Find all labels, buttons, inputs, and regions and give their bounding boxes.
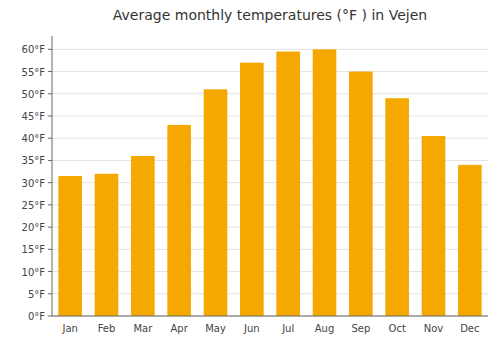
y-tick-label: 35°F: [22, 155, 46, 166]
y-tick: [48, 316, 52, 317]
x-tick-label: Oct: [389, 323, 406, 334]
y-tick: [48, 71, 52, 72]
grid-line: [52, 71, 488, 72]
chart: Average monthly temperatures (°F ) in Ve…: [0, 0, 500, 350]
y-tick-label: 30°F: [22, 178, 46, 189]
y-tick-label: 25°F: [22, 200, 46, 211]
bar: [349, 72, 373, 316]
y-tick: [48, 293, 52, 294]
bar: [167, 125, 191, 316]
y-tick: [48, 160, 52, 161]
y-axis: 0°F 5°F 10°F 15°F 20°F 25°F 30°F 35°F 40°F 45°F 50…: [22, 44, 488, 322]
x-tick-label: Apr: [171, 323, 189, 334]
y-tick-label: 5°F: [28, 289, 45, 300]
y-tick-label: 0°F: [28, 311, 45, 322]
y-axis-line: [52, 36, 53, 316]
bar: [131, 156, 155, 316]
x-tick-label: Jan: [61, 323, 77, 334]
y-tick: [48, 116, 52, 117]
x-tick-label: May: [205, 323, 226, 334]
grid-line: [52, 116, 488, 117]
bar: [458, 165, 482, 316]
bar: [204, 89, 228, 316]
y-tick: [48, 249, 52, 250]
bar: [95, 174, 119, 316]
x-tick-label: Jul: [281, 323, 294, 334]
y-tick: [48, 271, 52, 272]
bar: [422, 136, 446, 316]
chart-container: Average monthly temperatures (°F ) in Ve…: [0, 0, 500, 350]
y-tick-label: 15°F: [22, 244, 46, 255]
y-tick: [48, 49, 52, 50]
bar: [240, 63, 264, 316]
grid-line: [52, 49, 488, 50]
title: Average monthly temperatures (°F ) in Ve…: [113, 7, 427, 23]
y-tick: [48, 227, 52, 228]
bar: [313, 49, 337, 316]
grid-line: [52, 316, 488, 317]
x-tick-label: Sep: [351, 323, 370, 334]
y-tick: [48, 182, 52, 183]
y-tick: [48, 138, 52, 139]
bar: [276, 52, 300, 316]
x-tick-label: Nov: [424, 323, 444, 334]
y-tick: [48, 93, 52, 94]
x-tick-label: Jun: [243, 323, 260, 334]
x-tick-label: Feb: [98, 323, 116, 334]
y-tick-label: 10°F: [22, 267, 46, 278]
x-tick-label: Aug: [315, 323, 335, 334]
bar: [385, 98, 409, 316]
bar: [58, 176, 82, 316]
x-tick-label: Dec: [460, 323, 479, 334]
y-tick-label: 40°F: [22, 133, 46, 144]
y-tick-label: 60°F: [22, 44, 46, 55]
y-tick-label: 50°F: [22, 89, 46, 100]
x-axis: Jan Feb Mar Apr May Jun Jul Aug Sep Oct Nov Dec: [61, 323, 479, 334]
y-tick-label: 20°F: [22, 222, 46, 233]
y-tick-label: 55°F: [22, 67, 46, 78]
bars: [58, 49, 481, 316]
x-axis-line: [52, 316, 488, 317]
y-tick: [48, 204, 52, 205]
grid-line: [52, 93, 488, 94]
y-tick-label: 45°F: [22, 111, 46, 122]
x-tick-label: Mar: [133, 323, 153, 334]
